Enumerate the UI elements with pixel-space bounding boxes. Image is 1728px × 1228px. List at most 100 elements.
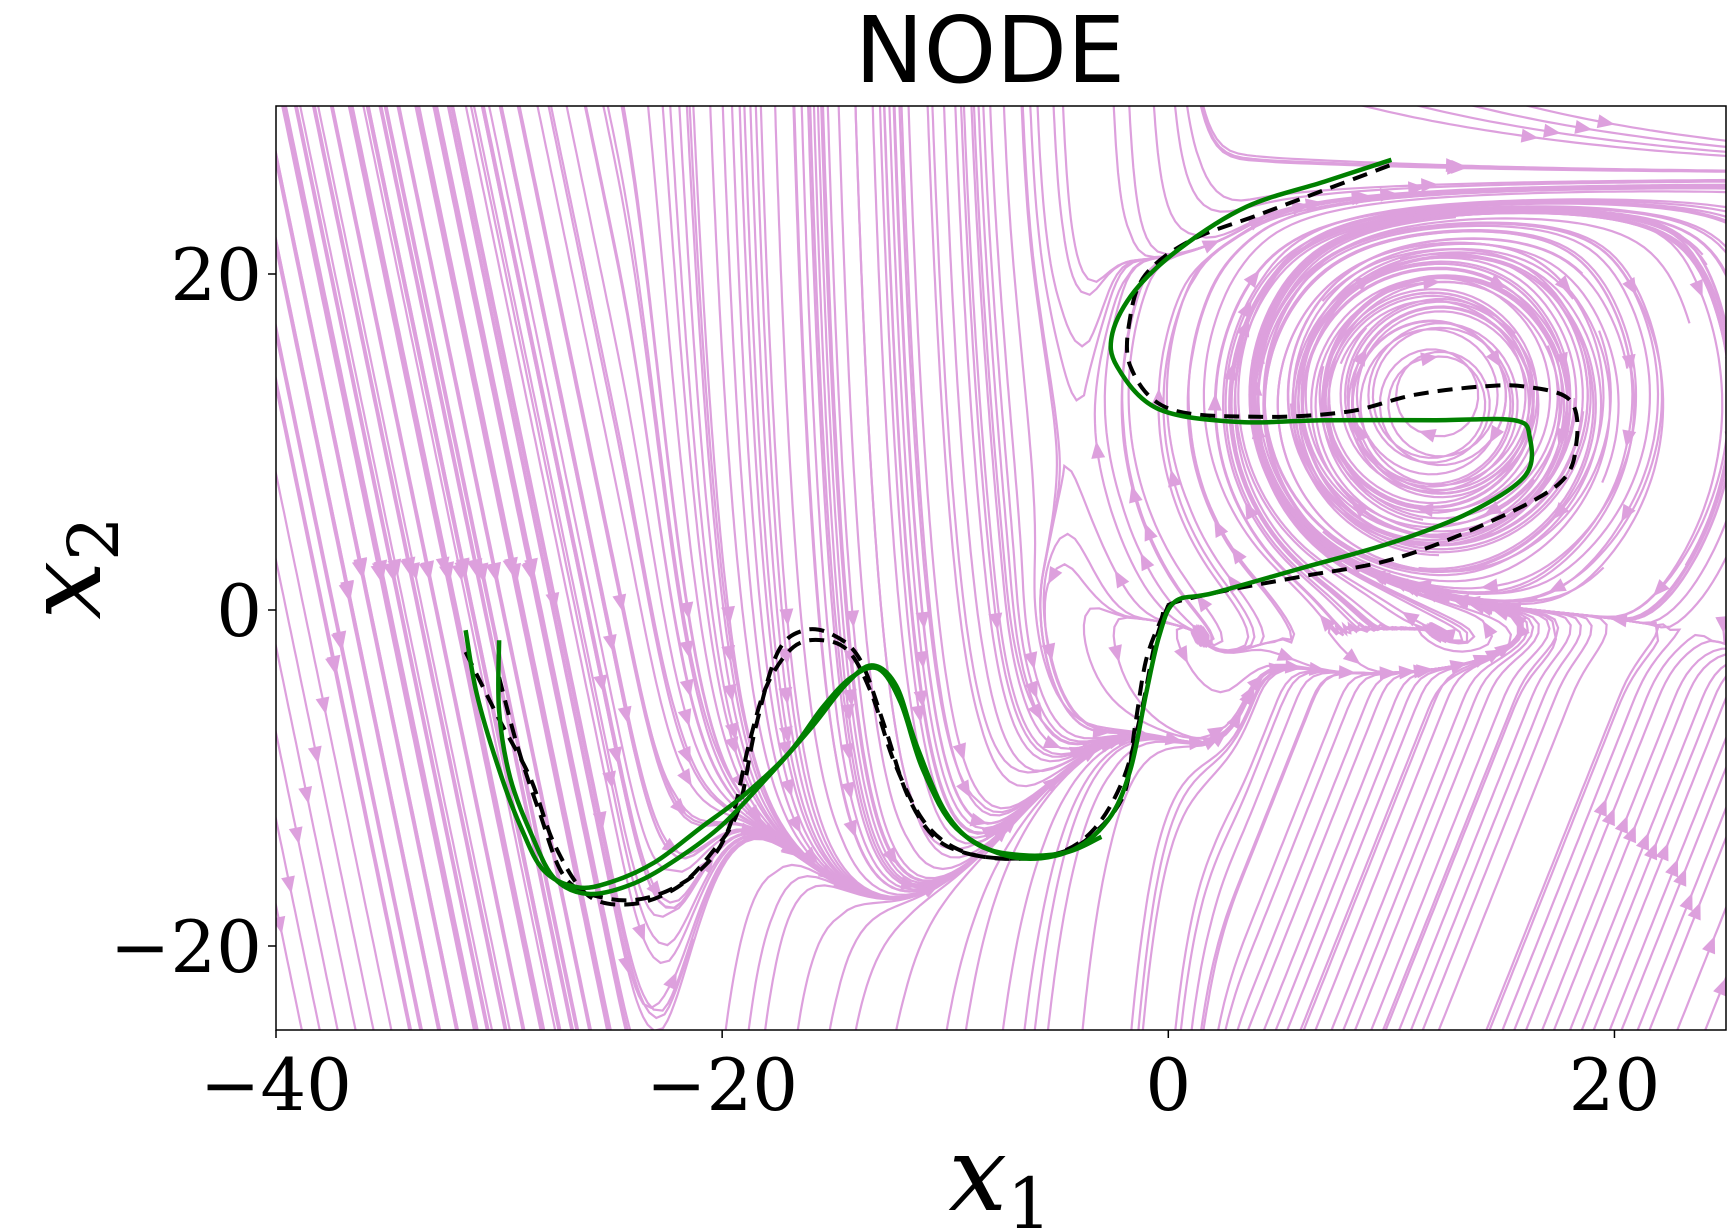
streamline-arrow xyxy=(1168,469,1182,488)
streamline-arrow xyxy=(841,781,855,800)
streamline-arrow xyxy=(1552,501,1570,520)
chart-title: NODE xyxy=(855,0,1125,104)
streamline-arrow xyxy=(1420,352,1439,367)
streamline-arrow xyxy=(1622,276,1637,296)
streamline-arrow xyxy=(1047,566,1063,585)
streamline-arrow xyxy=(468,558,483,577)
streamline-arrow xyxy=(1601,807,1615,827)
streamline-arrow xyxy=(915,611,930,630)
streamline-arrow xyxy=(882,846,898,865)
plot-area: −40 −20 0 20 −20 0 20 xyxy=(110,105,1727,1127)
streamline-arrow xyxy=(1614,815,1628,834)
streamline-arrow xyxy=(1635,832,1649,851)
streamline xyxy=(1236,243,1522,1030)
streamline-arrow xyxy=(451,563,466,582)
streamline-arrow xyxy=(1108,644,1122,663)
streamline-arrow xyxy=(401,556,416,575)
streamline-arrow xyxy=(332,630,347,649)
streamline-arrow xyxy=(1621,503,1636,523)
streamline-arrow xyxy=(778,725,793,744)
streamline-arrow xyxy=(956,779,971,798)
streamline-arrow xyxy=(646,880,663,899)
streamline-arrow xyxy=(1574,120,1593,134)
streamline-arrow xyxy=(1276,647,1295,661)
streamline-arrow xyxy=(373,559,388,578)
streamline-arrow xyxy=(1548,578,1567,593)
streamline-arrow xyxy=(840,742,855,761)
x-axis-label-subscript: 1 xyxy=(1007,1163,1052,1228)
x-axis-label-base: x xyxy=(948,1113,1007,1228)
streamline-arrow xyxy=(1206,726,1226,742)
streamline-arrow xyxy=(1622,824,1636,844)
vector-field-streamlines xyxy=(276,106,1726,1030)
streamline xyxy=(1250,249,1529,1030)
streamline-arrow xyxy=(1042,776,1061,793)
x-tick-label: −40 xyxy=(200,1043,352,1127)
streamline xyxy=(1200,106,1726,173)
streamline-arrow xyxy=(724,722,739,741)
streamline-arrow xyxy=(1024,680,1038,699)
streamline xyxy=(450,106,694,1020)
streamline xyxy=(1128,106,1726,256)
streamline-arrow xyxy=(326,654,341,673)
streamline xyxy=(1001,378,1522,1030)
streamline-arrow xyxy=(988,612,1003,631)
streamline xyxy=(1202,106,1726,172)
streamline-arrow xyxy=(670,797,687,816)
y-axis-label-subscript: 2 xyxy=(53,516,135,561)
streamline-arrow xyxy=(1421,178,1439,193)
y-axis-label: x2 xyxy=(3,516,135,619)
streamline-arrow xyxy=(353,557,368,576)
streamline-arrow xyxy=(1482,620,1498,639)
streamline-arrow xyxy=(1665,859,1679,878)
streamline-arrow xyxy=(1687,902,1701,921)
streamline-arrow xyxy=(1483,500,1503,516)
streamline-arrow xyxy=(307,745,322,764)
streamline-arrow xyxy=(1520,128,1539,143)
streamline-arrow xyxy=(663,971,677,991)
streamline-arrow xyxy=(1174,645,1188,664)
streamline-arrow xyxy=(1679,892,1693,912)
streamline-arrow xyxy=(778,686,793,705)
streamline-arrow xyxy=(1114,570,1130,589)
streamline-arrow xyxy=(632,923,646,942)
streamline-arrow xyxy=(1621,353,1636,372)
axis-ticks: −40 −20 0 20 −20 0 20 xyxy=(110,233,1660,1127)
trajectory-series xyxy=(463,157,1580,907)
streamline-arrow xyxy=(276,915,286,934)
x-axis-label: x1 xyxy=(948,1113,1051,1228)
reproduced-trajectory xyxy=(496,640,1103,897)
streamline-arrow xyxy=(1489,424,1505,444)
streamline-arrow xyxy=(440,561,455,580)
streamline-arrow xyxy=(1486,349,1501,368)
streamline-arrow xyxy=(1622,429,1637,448)
streamline-arrow xyxy=(1418,429,1437,443)
streamline-arrow xyxy=(1140,552,1155,572)
reproduced-trajectory xyxy=(463,157,1535,891)
y-tick-label: 20 xyxy=(170,233,262,317)
streamline-arrow xyxy=(288,826,303,845)
streamline-arrow xyxy=(780,778,794,797)
streamline-arrow xyxy=(778,647,793,666)
streamline-arrow xyxy=(1023,651,1038,670)
streamline-arrow xyxy=(1237,300,1252,319)
demonstration-trajectory xyxy=(497,604,1171,903)
streamline xyxy=(1263,248,1597,572)
streamline-arrow xyxy=(913,690,928,708)
streamline-arrow xyxy=(1543,123,1561,138)
streamline-arrow xyxy=(487,561,502,580)
streamline-arrow xyxy=(1319,614,1336,632)
streamline xyxy=(1469,106,1726,148)
streamline-arrow xyxy=(842,688,857,707)
streamline xyxy=(945,481,1521,1030)
streamline-arrow xyxy=(1673,868,1687,887)
streamline xyxy=(1620,764,1726,1030)
streamline-arrow xyxy=(1214,519,1229,539)
streamline-arrow xyxy=(1644,841,1658,861)
plot-frame xyxy=(275,105,1727,1031)
streamline-arrow xyxy=(1129,485,1143,504)
streamline-arrow xyxy=(1342,648,1361,665)
streamline-arrow xyxy=(779,608,794,626)
streamline-arrow xyxy=(1593,798,1607,817)
streamline-arrow xyxy=(1091,441,1106,459)
